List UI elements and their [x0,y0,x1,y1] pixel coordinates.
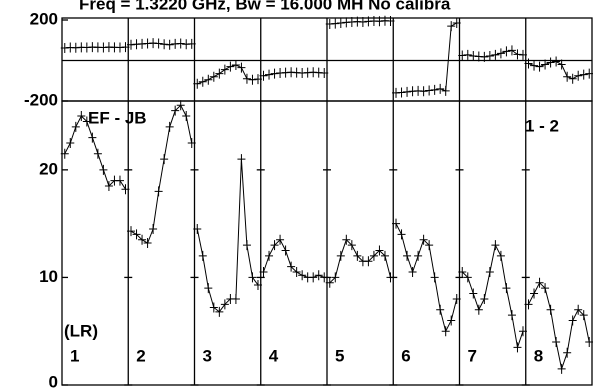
amplitude-line [461,243,524,348]
panel-label: 7 [468,346,477,365]
y-tick-label: 0 [49,372,58,390]
correlation-label: 1 - 2 [525,116,559,135]
phase-point [585,68,593,79]
phase-line [130,42,192,46]
amplitude-point [259,267,268,278]
y-tick-label: -200 [24,90,58,109]
phase-line [64,46,126,49]
amplitude-line [395,223,458,333]
panel-label: 8 [534,346,543,365]
panel-label: 5 [335,346,344,365]
polarization-label: (LR) [64,321,98,340]
panel-label: 2 [136,346,145,365]
phase-line [263,71,325,77]
amplitude-line [528,281,590,371]
panel-label: 4 [269,346,279,365]
amplitude-point [127,226,136,237]
panel-label: 6 [401,346,410,365]
panel-label: 3 [203,346,212,365]
phase-line [197,64,259,85]
chart-title: Freq = 1.3220 GHz, Bw = 16.000 MH No cal… [79,0,451,13]
amplitude-line [196,159,259,313]
y-tick-label: 10 [39,267,58,286]
phase-line [329,20,391,25]
amplitude-line [130,104,193,244]
y-tick-label: 200 [30,9,58,28]
baseline-label: EF - JB [88,108,147,127]
amplitude-line [263,238,325,278]
amplitude-point [325,277,334,288]
phase-line [395,22,457,94]
amplitude-point [524,299,533,310]
phase-line [528,60,590,80]
phase-point [193,78,202,89]
amplitude-line [329,238,391,284]
panel-label: 1 [70,346,79,365]
amplitude-line [64,115,126,190]
y-tick-label: 20 [39,159,58,178]
amplitude-point [60,148,69,159]
phase-line [462,49,524,58]
